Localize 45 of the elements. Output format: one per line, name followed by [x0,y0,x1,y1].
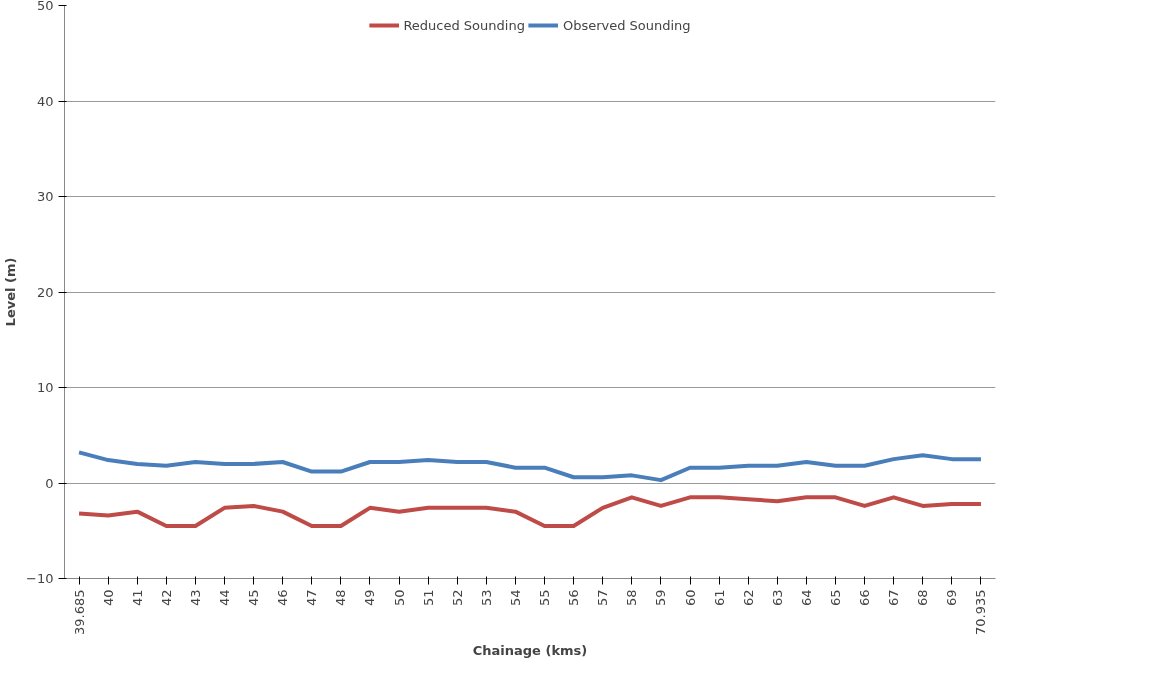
legend-label: Reduced Sounding [403,17,525,33]
y-tick-label: 40 [36,93,54,109]
x-tick-label: 51 [420,589,436,607]
y-tick-label: −10 [26,571,54,586]
x-tick-label: 59 [653,589,669,607]
x-tick-label: 68 [915,589,931,607]
x-tick-label: 67 [886,589,902,607]
y-tick-label: 10 [36,380,54,395]
legend-label: Observed Sounding [562,17,691,33]
x-tick-label: 56 [566,589,582,607]
x-tick-label: 47 [304,589,320,607]
x-tick-label: 49 [362,589,378,607]
x-tick-label: 50 [391,589,407,607]
y-tick-label: 50 [36,0,54,13]
x-tick-label: 44 [217,589,233,607]
y-tick-label: 0 [45,475,54,491]
x-tick-label: 65 [827,589,843,607]
y-axis-title: Level (m) [3,257,19,327]
line-series [77,495,983,528]
x-tick-label: 57 [595,589,611,607]
x-tick-label: 60 [682,589,698,607]
x-tick-label: 52 [449,589,465,607]
x-tick-label: 55 [537,589,553,607]
line-series [77,450,983,483]
x-tick-label: 41 [129,589,145,607]
x-tick-label: 58 [624,589,640,607]
y-tick-label: 30 [36,189,54,204]
x-tick-label: 70.935 [973,589,989,635]
x-tick-label: 66 [857,589,873,607]
x-tick-label: 48 [333,589,349,607]
y-tick-label: 20 [36,284,54,300]
x-tick-label: 64 [798,589,814,607]
x-tick-label: 39.685 [71,589,87,635]
x-tick-label: 46 [275,589,291,607]
x-tick-label: 40 [100,589,116,607]
x-axis-title: Chainage (kms) [472,642,588,658]
x-tick-label: 54 [507,589,523,607]
x-tick-label: 69 [944,589,960,607]
x-tick-label: 42 [158,589,174,607]
x-tick-label: 45 [246,589,262,607]
x-tick-label: 63 [769,589,785,607]
x-tick-label: 53 [478,589,494,607]
x-tick-label: 62 [740,589,756,607]
x-tick-label: 61 [711,589,727,607]
x-tick-label: 43 [187,589,203,607]
